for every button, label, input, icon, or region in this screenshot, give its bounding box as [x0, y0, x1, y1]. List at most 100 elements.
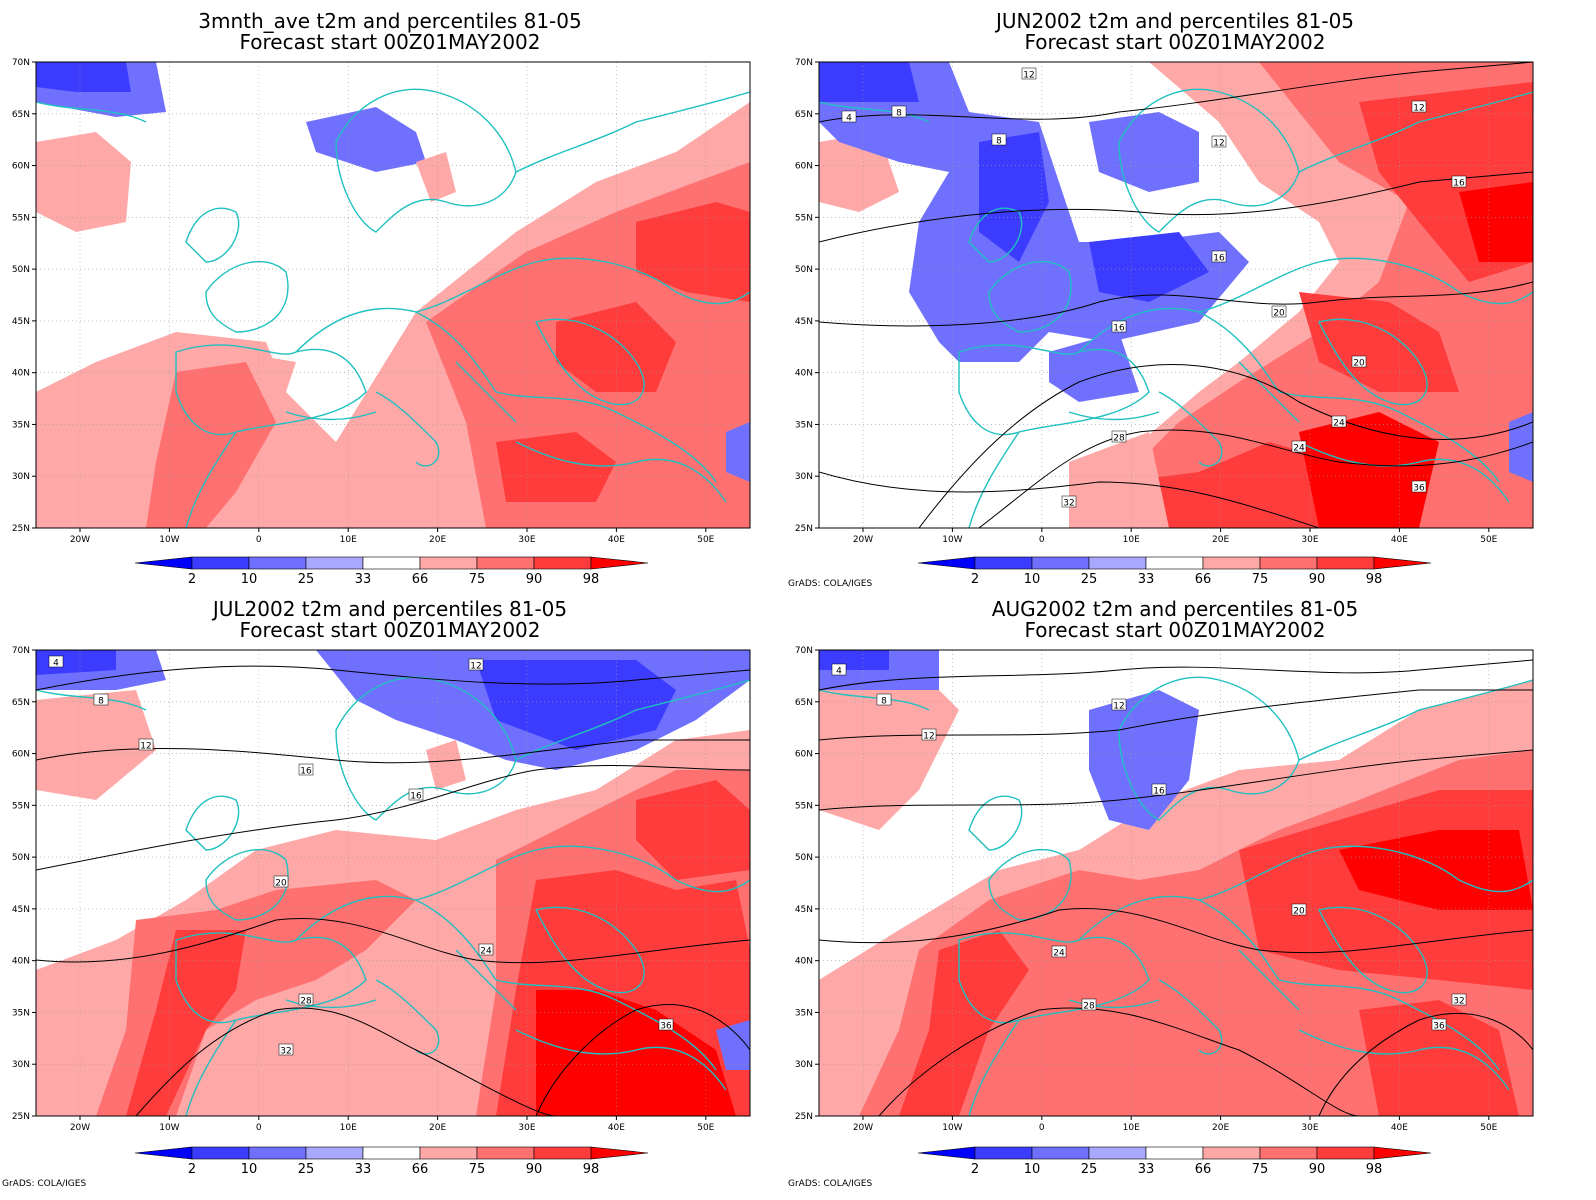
lon-tick-label: 10W — [159, 1123, 179, 1133]
contour-label: 12 — [468, 658, 484, 672]
map-contents: 4 8 12 12 16 16 20 24 28 32 36 — [36, 650, 750, 1116]
contour-label-box — [831, 663, 847, 676]
coastline — [285, 999, 377, 1009]
colorbar-label: 25 — [1081, 572, 1098, 587]
shaded-region — [1069, 432, 1169, 528]
contour-label: 4 — [841, 110, 857, 124]
panel-title: 3mnth_ave t2m and percentiles 81-05 — [198, 9, 581, 33]
colorbar-segment — [1031, 1146, 1090, 1160]
coastline — [285, 411, 377, 421]
contour-label-box — [1081, 998, 1097, 1011]
colorbar-arrow-right — [1373, 1146, 1432, 1160]
lat-tick-label: 60N — [795, 162, 813, 172]
lat-tick-label: 30N — [12, 1060, 30, 1070]
shaded-region — [126, 930, 246, 1116]
lat-tick-label: 45N — [795, 317, 813, 327]
contour-label-text: 28 — [1083, 1002, 1095, 1012]
map-contents — [36, 62, 750, 528]
contour-label-box — [1351, 355, 1367, 368]
shaded-region — [819, 650, 889, 670]
colorbar-segment — [305, 1146, 364, 1160]
coastline — [205, 848, 289, 921]
contour-label-box — [468, 658, 484, 671]
contour-label: 32 — [1451, 993, 1467, 1007]
colorbar-segment — [476, 556, 535, 570]
shaded-region — [1089, 112, 1199, 192]
coastline — [968, 1019, 1020, 1116]
contour-label-box — [48, 655, 64, 668]
contour-label: 16 — [408, 788, 424, 802]
contour-label-text: 20 — [1353, 359, 1365, 369]
coastline — [968, 795, 1023, 851]
contour-label-box — [93, 693, 109, 706]
contour-label-box — [1451, 993, 1467, 1006]
colorbar-segment — [533, 556, 592, 570]
contour-label: 20 — [1351, 355, 1367, 369]
lon-tick-label: 20W — [853, 535, 873, 545]
lon-tick-label: 30E — [518, 535, 535, 545]
colorbar-segment — [305, 556, 364, 570]
lat-tick-label: 40N — [12, 957, 30, 967]
coastline — [1298, 91, 1533, 173]
isotherm-contour — [819, 171, 1533, 243]
contour-label-box — [1431, 1018, 1447, 1031]
map-panel-svg: JUN2002 t2m and percentiles 81-05 Foreca… — [788, 9, 1534, 589]
contour-label-box — [841, 110, 857, 123]
contour-label-box — [1411, 480, 1427, 493]
lat-tick-label: 25N — [12, 1112, 30, 1122]
lat-tick-label: 65N — [12, 698, 30, 708]
contour-label-text: 24 — [1053, 949, 1065, 959]
contour-label: 12 — [138, 738, 154, 752]
colorbar-label: 75 — [1252, 1162, 1269, 1177]
lat-tick-label: 50N — [12, 853, 30, 863]
contour-label: 8 — [876, 693, 892, 707]
colorbar-arrow-left — [134, 1146, 193, 1160]
contour-label-text: 24 — [1333, 419, 1345, 429]
shaded-region — [146, 362, 276, 528]
coastline — [1158, 391, 1223, 467]
colorbar-segment — [974, 556, 1033, 570]
contour-label-text: 20 — [1273, 309, 1285, 319]
coastline — [375, 391, 440, 467]
contour-label: 28 — [1111, 430, 1127, 444]
shaded-region — [1089, 232, 1209, 302]
colorbar-segment — [1088, 1146, 1147, 1160]
lon-tick-label: 30E — [1301, 535, 1318, 545]
lon-tick-label: 50E — [697, 1123, 714, 1133]
lon-tick-label: 30E — [1301, 1123, 1318, 1133]
coastline — [185, 1019, 237, 1116]
contour-label: 20 — [273, 875, 289, 889]
coastline — [515, 1029, 727, 1091]
contour-label: 12 — [1111, 698, 1127, 712]
coastline — [1198, 257, 1533, 313]
isotherm-contour — [878, 1007, 1360, 1116]
shaded-region — [1459, 182, 1533, 262]
contour-label: 16 — [1451, 175, 1467, 189]
map-frame — [35, 649, 751, 1117]
shaded-region — [1359, 1000, 1519, 1116]
contour-label: 8 — [93, 693, 109, 707]
contour-label-text: 20 — [1293, 907, 1305, 917]
panel-title: JUN2002 t2m and percentiles 81-05 — [994, 9, 1354, 33]
colorbar-label: 25 — [298, 572, 315, 587]
coastline — [495, 979, 717, 1071]
shaded-region — [36, 62, 131, 92]
shaded-region — [1299, 412, 1439, 528]
colorbar-segment — [419, 556, 478, 570]
contour-label: 16 — [1151, 783, 1167, 797]
contour-label: 24 — [1291, 440, 1307, 454]
colorbar-label: 10 — [241, 572, 258, 587]
colorbar-label: 98 — [1366, 572, 1383, 587]
contour-label-box — [273, 875, 289, 888]
grads-credit: GrADS: COLA/IGES — [788, 1179, 872, 1189]
map-plot-area: 4 8 12 12 16 20 24 28 32 36 70N 65N 60N 55N 50N 45N 40N 3… — [795, 646, 1534, 1133]
coastline — [1278, 979, 1500, 1071]
contour-label: 36 — [658, 1018, 674, 1032]
contour-label: 12 — [1411, 100, 1427, 114]
isotherm-contour — [819, 281, 1533, 327]
coastline — [455, 361, 517, 423]
coastline — [1198, 845, 1533, 901]
panel-subtitle: Forecast start 00Z01MAY2002 — [239, 618, 540, 642]
contour-label: 36 — [1431, 1018, 1447, 1032]
contour-label-box — [478, 943, 494, 956]
